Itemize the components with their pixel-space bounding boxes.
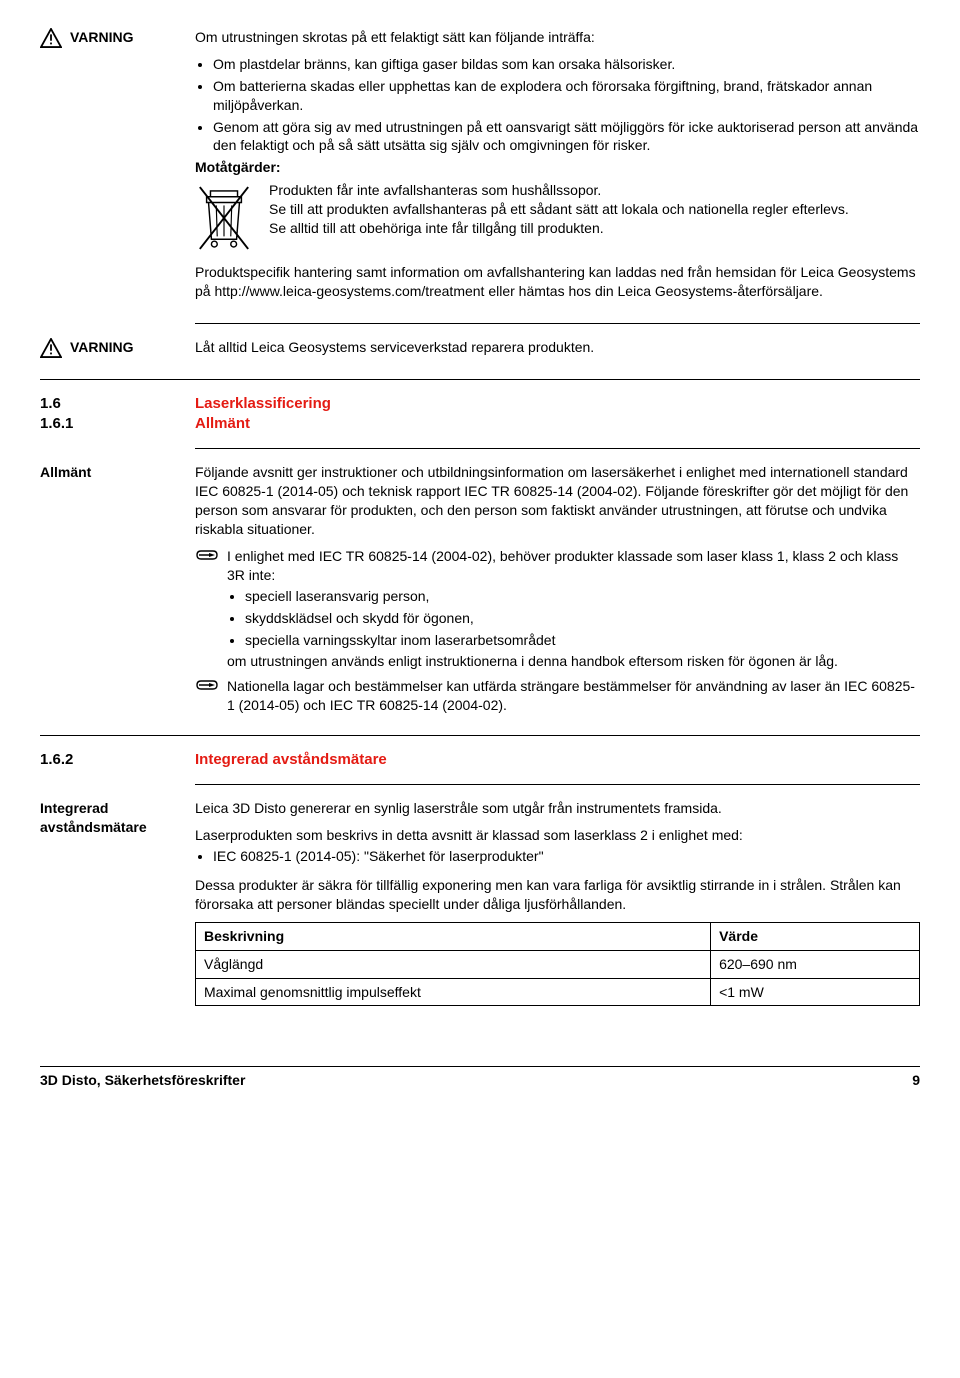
list-item: Om batterierna skadas eller upphettas ka… (213, 77, 920, 115)
divider (40, 735, 920, 736)
divider (40, 379, 920, 380)
side-label: Allmänt (40, 463, 91, 482)
warning-triangle-icon (40, 28, 62, 48)
table-cell: Maximal genomsnittlig impulseffekt (196, 978, 711, 1006)
note-tail: om utrustningen används enligt instrukti… (227, 653, 838, 669)
warning-triangle-icon (40, 338, 62, 358)
section-heading-162: 1.6.2 Integrerad avståndsmätare (40, 750, 920, 770)
table-row: Våglängd 620–690 nm (196, 950, 920, 978)
table-header: Värde (711, 922, 920, 950)
integrerad-block: Integrerad avståndsmätare Leica 3D Disto… (40, 799, 920, 1006)
warning-outro: Produktspecifik hantering samt informati… (195, 263, 920, 301)
integrerad-p3: Dessa produkter är säkra för tillfällig … (195, 876, 920, 914)
list-item: skyddsklädsel och skydd för ögonen, (245, 609, 920, 628)
side-label: Integrerad avståndsmätare (40, 799, 195, 837)
table-row: Maximal genomsnittlig impulseffekt <1 mW (196, 978, 920, 1006)
list-item: Om plastdelar bränns, kan giftiga gaser … (213, 55, 920, 74)
list-item: IEC 60825-1 (2014-05): "Säkerhet för las… (213, 847, 920, 866)
warning-label: VARNING (70, 28, 134, 47)
table-header: Beskrivning (196, 922, 711, 950)
list-item: Genom att göra sig av med utrustningen p… (213, 118, 920, 156)
warning-text: Låt alltid Leica Geosystems serviceverks… (195, 338, 920, 357)
section-number: 1.6.1 (40, 414, 73, 434)
integrerad-p1: Leica 3D Disto genererar en synlig laser… (195, 799, 920, 818)
motatgarder-label: Motåtgärder: (195, 158, 920, 177)
no-trash-bin-icon (195, 181, 253, 255)
allmant-para: Följande avsnitt ger instruktioner och u… (195, 463, 920, 539)
section-title: Integrerad avståndsmätare (195, 751, 387, 768)
section-number: 1.6.2 (40, 750, 73, 770)
warning-block-2: VARNING Låt alltid Leica Geosystems serv… (40, 338, 920, 365)
table-cell: 620–690 nm (711, 950, 920, 978)
divider (195, 323, 920, 324)
table-cell: <1 mW (711, 978, 920, 1006)
spec-table: Beskrivning Värde Våglängd 620–690 nm Ma… (195, 922, 920, 1007)
note-lead: I enlighet med IEC TR 60825-14 (2004-02)… (227, 548, 898, 583)
note-2: Nationella lagar och bestämmelser kan ut… (195, 677, 920, 715)
motatgarder-text: Produkten får inte avfallshanteras som h… (269, 181, 849, 238)
warning-label: VARNING (70, 338, 134, 357)
divider (195, 784, 920, 785)
footer-page: 9 (912, 1071, 920, 1090)
warning-list: Om plastdelar bränns, kan giftiga gaser … (195, 55, 920, 155)
note-1: I enlighet med IEC TR 60825-14 (2004-02)… (195, 547, 920, 671)
warning-intro: Om utrustningen skrotas på ett felaktigt… (195, 28, 920, 47)
pointing-hand-icon (195, 547, 219, 563)
note-text: Nationella lagar och bestämmelser kan ut… (227, 677, 920, 715)
integrerad-p2: Laserprodukten som beskrivs in detta avs… (195, 826, 920, 845)
allmant-block: Allmänt Följande avsnitt ger instruktion… (40, 463, 920, 721)
section-title: Allmänt (195, 415, 250, 432)
list-item: speciella varningsskyltar inom laserarbe… (245, 631, 920, 650)
section-number: 1.6 (40, 394, 61, 414)
list-item: speciell laseransvarig person, (245, 587, 920, 606)
table-cell: Våglängd (196, 950, 711, 978)
warning-block-1: VARNING Om utrustningen skrotas på ett f… (40, 28, 920, 309)
section-heading-16: 1.6 Laserklassificering (40, 394, 920, 414)
footer-left: 3D Disto, Säkerhetsföreskrifter (40, 1071, 245, 1090)
divider (195, 448, 920, 449)
section-title: Laserklassificering (195, 395, 331, 412)
pointing-hand-icon (195, 677, 219, 693)
section-heading-161: 1.6.1 Allmänt (40, 414, 920, 434)
page-footer: 3D Disto, Säkerhetsföreskrifter 9 (40, 1066, 920, 1090)
